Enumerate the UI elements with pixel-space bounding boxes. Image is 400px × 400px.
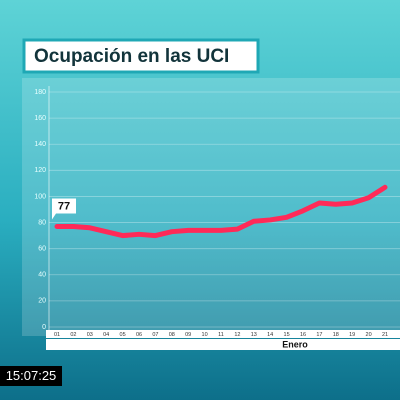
chart-title: Ocupación en las UCI <box>34 46 229 67</box>
x-tick-label: 19 <box>349 332 355 338</box>
chart-panel <box>22 78 400 336</box>
x-tick-label: 08 <box>169 332 175 338</box>
plot: 0 20 40 60 80 100 120 140 160 180 01 02 03 04 05 06 07 08… <box>34 86 400 338</box>
y-tick-label: 160 <box>34 115 46 122</box>
x-tick-label: 09 <box>185 332 191 338</box>
x-tick-label: 11 <box>218 332 224 338</box>
x-tick-label: 17 <box>316 332 322 338</box>
y-tick-label: 20 <box>38 298 46 305</box>
line <box>54 184 388 239</box>
x-label-strip <box>46 339 400 350</box>
x-tick-label: 01 <box>54 332 60 338</box>
x-tick-label: 16 <box>300 332 306 338</box>
x-tick-label: 18 <box>333 332 339 338</box>
x-tick-label: 20 <box>366 332 372 338</box>
x-axis-strip <box>46 330 400 338</box>
x-tick-label: 06 <box>136 332 142 338</box>
data-label: 77 <box>58 200 70 212</box>
x-tick-label: 21 <box>382 332 388 338</box>
y-tick-label: 40 <box>38 272 46 279</box>
y-tick-label: 60 <box>38 246 46 253</box>
x-tick-label: 10 <box>202 332 208 338</box>
y-tick-label: 80 <box>38 219 46 226</box>
label-box <box>52 198 76 220</box>
x-tick-label: 14 <box>267 332 273 338</box>
x-tick-label: 05 <box>120 332 126 338</box>
x-tick-label: 13 <box>251 332 257 338</box>
y-tick-label: 0 <box>42 324 46 331</box>
title-box <box>22 38 260 74</box>
x-tick-label: 02 <box>70 332 76 338</box>
y-tick-label: 140 <box>34 141 46 148</box>
timestamp: 15:07:25 <box>6 368 57 383</box>
timestamp-box <box>0 366 62 386</box>
y-tick-label: 100 <box>34 193 46 200</box>
x-tick-label: 12 <box>234 332 240 338</box>
x-tick-label: 04 <box>103 332 109 338</box>
y-tick-label: 120 <box>34 167 46 174</box>
x-tick-label: 15 <box>284 332 290 338</box>
x-tick-label: 03 <box>87 332 93 338</box>
x-tick-label: 07 <box>152 332 158 338</box>
x-axis-label: Enero <box>282 339 308 349</box>
y-tick-label: 180 <box>34 89 46 96</box>
